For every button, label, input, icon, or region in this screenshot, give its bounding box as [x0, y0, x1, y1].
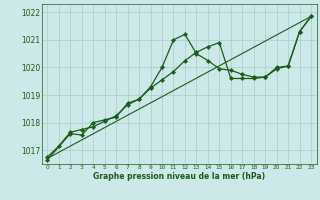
X-axis label: Graphe pression niveau de la mer (hPa): Graphe pression niveau de la mer (hPa) — [93, 172, 265, 181]
